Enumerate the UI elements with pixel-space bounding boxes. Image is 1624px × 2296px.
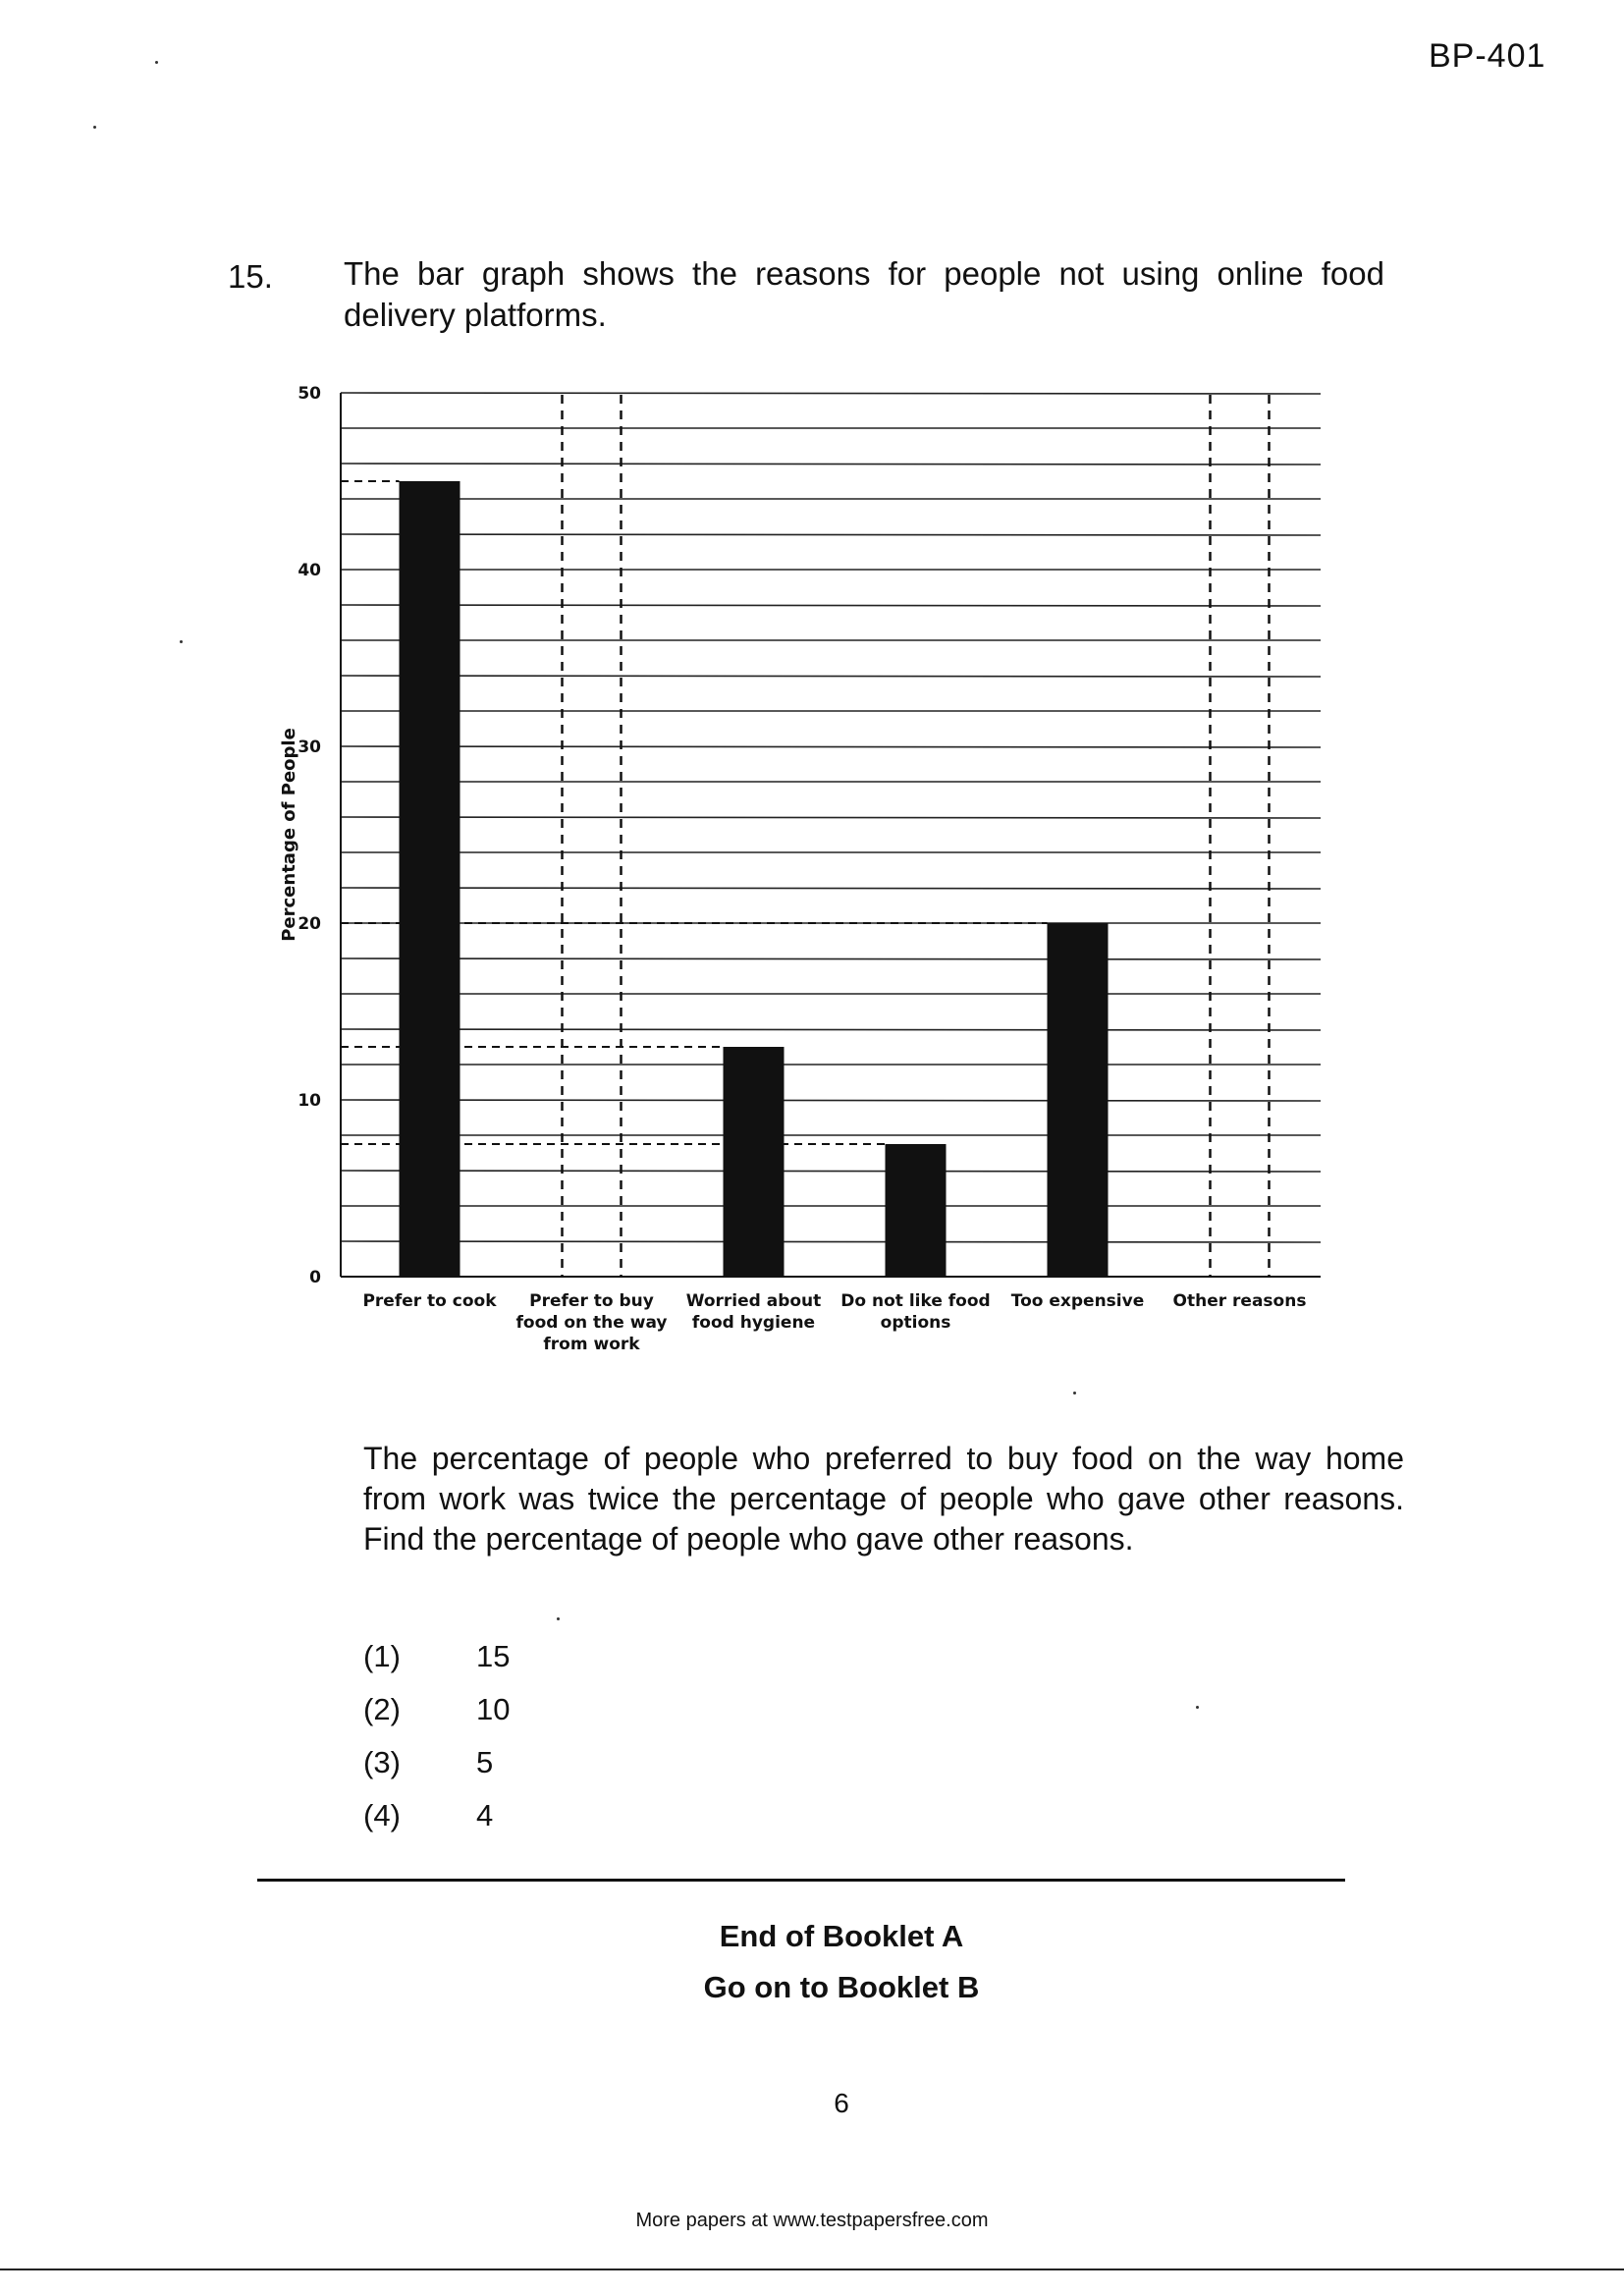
option-value: 5 bbox=[476, 1745, 494, 1779]
option-1[interactable]: (1) 15 bbox=[363, 1630, 510, 1683]
answer-options: (1) 15 (2) 10 (3) 5 (4) 4 bbox=[363, 1630, 510, 1842]
option-value: 4 bbox=[476, 1798, 494, 1832]
question-paragraph: The percentage of people who preferred t… bbox=[363, 1441, 1404, 1557]
go-on-text: Go on to Booklet B bbox=[703, 1970, 980, 2004]
category-label: Other reasons bbox=[1173, 1291, 1307, 1311]
grid-line bbox=[340, 887, 1322, 890]
scan-speck bbox=[1073, 1392, 1076, 1394]
y-tick-label: 20 bbox=[298, 914, 321, 934]
option-2[interactable]: (2) 10 bbox=[363, 1683, 510, 1736]
grid-line bbox=[340, 957, 1322, 960]
website-footer: More papers at www.testpapersfree.com bbox=[635, 2210, 989, 2231]
y-tick-label: 40 bbox=[298, 561, 321, 580]
bar bbox=[1047, 923, 1109, 1277]
scan-speck bbox=[93, 126, 96, 129]
bottom-border-line bbox=[0, 2269, 1624, 2270]
option-label: (4) bbox=[363, 1798, 401, 1832]
separator-line bbox=[257, 1879, 1345, 1882]
category-label: Worried about bbox=[686, 1291, 822, 1311]
bar bbox=[885, 1144, 947, 1277]
bar bbox=[399, 481, 460, 1277]
grid-line bbox=[340, 1240, 1322, 1243]
option-label: (2) bbox=[363, 1692, 401, 1726]
option-value: 10 bbox=[476, 1692, 511, 1726]
category-label: Do not like food bbox=[840, 1291, 990, 1311]
grid-line bbox=[340, 533, 1322, 536]
category-label: options bbox=[881, 1313, 951, 1333]
option-4[interactable]: (4) 4 bbox=[363, 1789, 510, 1842]
category-label: from work bbox=[543, 1335, 640, 1354]
y-tick-label: 10 bbox=[298, 1091, 321, 1111]
y-axis-title: Percentage of People bbox=[279, 728, 299, 942]
y-tick-label: 30 bbox=[298, 738, 321, 757]
bar bbox=[723, 1047, 785, 1277]
question-text: The bar graph shows the reasons for peop… bbox=[344, 255, 1384, 333]
scan-speck bbox=[180, 640, 183, 643]
paper-code: BP-401 bbox=[1429, 37, 1546, 75]
page-number: 6 bbox=[834, 2088, 849, 2118]
category-label: Too expensive bbox=[1011, 1291, 1144, 1311]
option-value: 15 bbox=[476, 1639, 511, 1673]
category-label: food on the way bbox=[516, 1313, 668, 1333]
grid-line bbox=[340, 392, 1322, 395]
y-tick-label: 0 bbox=[309, 1268, 321, 1287]
scan-speck bbox=[1196, 1706, 1199, 1709]
grid-line bbox=[340, 745, 1322, 748]
category-label: Prefer to cook bbox=[362, 1291, 497, 1311]
category-label: Prefer to buy bbox=[529, 1291, 654, 1311]
category-label: food hygiene bbox=[692, 1313, 815, 1333]
grid-line bbox=[340, 604, 1322, 607]
grid-line bbox=[340, 463, 1322, 465]
grid-line bbox=[340, 1028, 1322, 1031]
bar-chart: 0 10 20 30 40 50 Percentage of People Prefer to… bbox=[279, 384, 1322, 1354]
y-tick-label: 50 bbox=[298, 384, 321, 404]
question-number: 15. bbox=[228, 258, 273, 295]
scan-speck bbox=[557, 1617, 560, 1620]
end-of-booklet-text: End of Booklet A bbox=[719, 1919, 964, 1953]
grid-line bbox=[340, 816, 1322, 819]
option-3[interactable]: (3) 5 bbox=[363, 1736, 510, 1789]
grid-line bbox=[340, 1099, 1322, 1102]
grid-line bbox=[340, 1170, 1322, 1173]
option-label: (3) bbox=[363, 1745, 401, 1779]
scan-speck bbox=[155, 61, 158, 64]
grid-line bbox=[340, 675, 1322, 678]
option-label: (1) bbox=[363, 1639, 401, 1673]
